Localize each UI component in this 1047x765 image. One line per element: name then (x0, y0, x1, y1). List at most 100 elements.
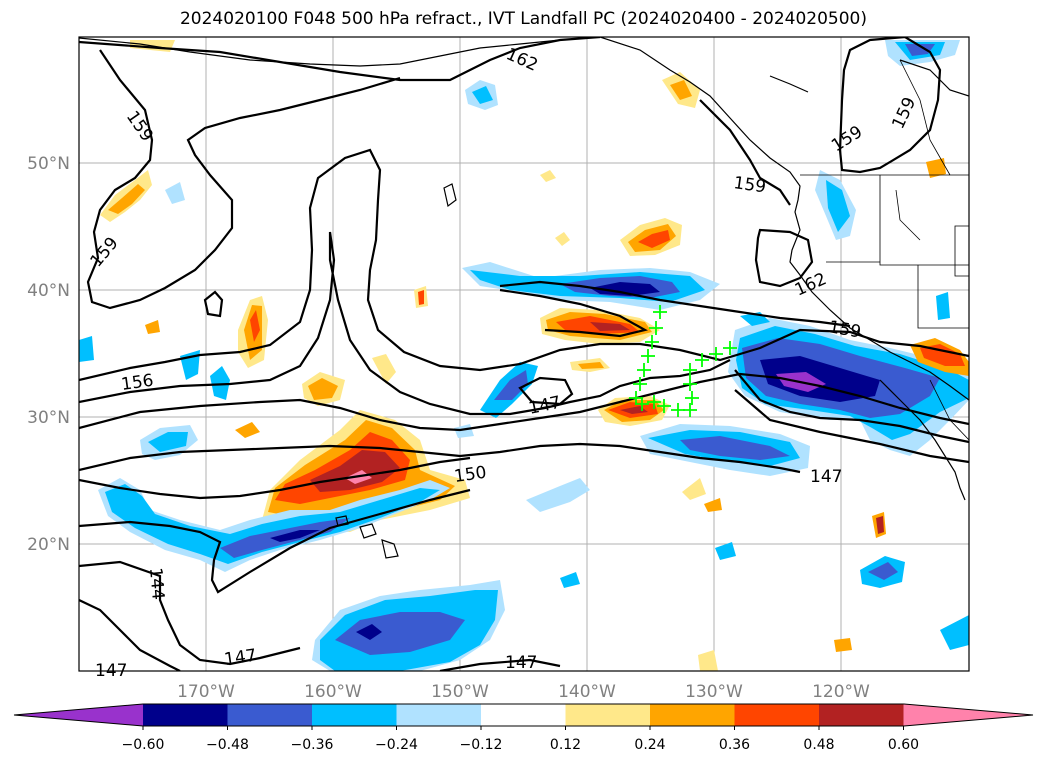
negative-anomaly (680, 436, 790, 460)
contour-159 (838, 37, 942, 174)
negative-anomaly (356, 624, 382, 640)
colorbar-segment (565, 704, 651, 726)
state-border (917, 265, 969, 329)
negative-anomaly (472, 86, 493, 104)
landfall-marker (695, 353, 709, 367)
coastlines (79, 37, 969, 559)
positive-anomaly (235, 422, 260, 438)
map-frame (78, 36, 970, 672)
province-border (899, 59, 951, 176)
negative-anomaly (940, 615, 969, 650)
negative-anomaly (590, 282, 660, 296)
negative-anomaly (79, 336, 94, 362)
colorbar-tick-label: 0.36 (719, 737, 750, 753)
lon-tick-label: 170°W (177, 682, 235, 702)
positive-anomaly (698, 650, 718, 671)
negative-anomaly (868, 562, 898, 580)
colorbar-tick-label: −0.48 (206, 737, 249, 753)
landfall-marker (657, 399, 671, 413)
contour-label: 159 (732, 173, 767, 197)
contour-label: 144 (145, 567, 168, 601)
colorbar-segment (650, 704, 735, 726)
coastline-alaska (79, 37, 601, 67)
negative-anomaly (826, 180, 850, 232)
contour-147 (79, 488, 471, 594)
contour-label: 147 (223, 646, 258, 670)
contour-150 (734, 389, 969, 464)
contour-159 (203, 290, 224, 318)
lat-tick-labels: 50°N 40°N 30°N 20°N (27, 154, 70, 555)
landfall-marker (653, 305, 667, 319)
ivt-shading (79, 40, 969, 671)
positive-anomaly (250, 310, 260, 342)
colorbar-segment (396, 704, 482, 726)
contour-156 (79, 148, 969, 382)
colorbar-extend-max (903, 704, 1033, 726)
island (443, 183, 457, 208)
landfall-marker (635, 397, 649, 411)
contour-label: 147 (95, 661, 127, 681)
positive-anomaly (555, 232, 570, 246)
negative-anomaly (526, 478, 590, 512)
positive-anomaly (834, 638, 852, 652)
landfall-marker (637, 363, 651, 377)
lon-tick-label: 120°W (812, 682, 870, 702)
negative-anomaly (905, 44, 935, 56)
positive-anomaly (145, 320, 160, 334)
negative-anomaly (335, 612, 465, 655)
negative-anomaly (936, 292, 950, 320)
state-border (954, 225, 969, 277)
colorbar-tick-label: 0.12 (550, 737, 581, 753)
contour-144 (79, 560, 301, 666)
contour-label: 156 (120, 371, 155, 395)
landfall-marker (629, 391, 643, 405)
landfall-markers (629, 305, 737, 417)
state-border (879, 175, 969, 266)
lon-tick-label: 140°W (558, 682, 616, 702)
colorbar-segment (819, 704, 904, 726)
positive-anomaly (372, 354, 396, 384)
lon-tick-label: 150°W (431, 682, 489, 702)
contour-150 (79, 456, 471, 500)
positive-anomaly (108, 184, 145, 214)
positive-anomaly (308, 378, 338, 400)
colorbar-tick-label: 0.24 (634, 737, 665, 753)
lon-tick-label: 130°W (685, 682, 743, 702)
lat-tick-label: 50°N (27, 154, 70, 174)
landfall-marker (671, 403, 685, 417)
negative-anomaly (454, 424, 474, 438)
contour-159 (86, 49, 401, 310)
negative-anomaly (560, 572, 580, 588)
contour-label: 150 (453, 463, 488, 487)
negative-anomaly (165, 182, 185, 204)
contour-label: 147 (505, 653, 537, 673)
positive-anomaly (540, 170, 556, 182)
contour-144 (79, 599, 181, 671)
contour-150 (79, 372, 969, 432)
contour-153 (734, 369, 969, 444)
lat-tick-label: 30°N (27, 408, 70, 428)
landfall-marker (647, 395, 661, 409)
colorbar-segment (734, 704, 820, 726)
positive-anomaly (578, 362, 604, 369)
contour-label: 147 (810, 467, 842, 487)
positive-anomaly (590, 322, 630, 331)
contour-156 (79, 231, 731, 416)
colorbar-extend-min (14, 704, 143, 726)
positive-anomaly (682, 478, 706, 500)
landfall-marker (645, 335, 659, 349)
negative-anomaly (715, 542, 736, 560)
negative-anomaly (270, 530, 320, 542)
lat-tick-label: 40°N (27, 281, 70, 301)
landfall-marker (709, 347, 723, 361)
colorbar-segments (14, 704, 1033, 726)
negative-anomaly (105, 484, 440, 564)
negative-anomaly (760, 356, 880, 402)
contour-159 (518, 376, 574, 406)
contour-159 (699, 99, 791, 206)
contour-159 (499, 280, 851, 328)
colorbar-ticks: −0.60 −0.48 −0.36 −0.24 −0.12 0.12 0.24 0.36 0.4… (122, 726, 919, 753)
colorbar-tick-label: 0.48 (803, 737, 834, 753)
